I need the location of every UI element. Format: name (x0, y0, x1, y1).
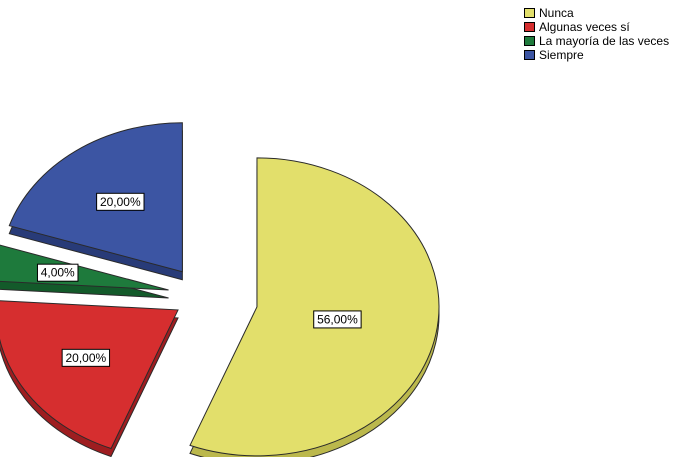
legend-item-nunca: Nunca (524, 6, 669, 20)
legend: Nunca Algunas veces sí La mayoría de las… (524, 6, 669, 62)
data-label-nunca: 56,00% (313, 310, 362, 329)
data-label-text-algunas-veces: 20,00% (65, 351, 106, 365)
pie-slice-algunas-veces (0, 300, 179, 457)
data-label-box-algunas-veces (61, 348, 111, 367)
legend-swatch-algunas-veces (524, 22, 535, 32)
data-label-text-siempre: 20,00% (100, 195, 141, 209)
data-label-box-nunca (313, 310, 362, 329)
data-label-mayoria: 4,00% (36, 263, 79, 282)
legend-label-algunas-veces: Algunas veces sí (539, 20, 630, 34)
data-label-algunas-veces: 20,00% (61, 348, 111, 367)
legend-label-mayoria: La mayoría de las veces (539, 34, 670, 48)
data-label-box-mayoria (36, 263, 79, 282)
data-label-siempre: 20,00% (96, 192, 145, 211)
data-label-box-siempre (96, 192, 145, 211)
legend-item-mayoria: La mayoría de las veces (524, 34, 669, 48)
pie-slice-nunca (189, 157, 440, 457)
legend-item-siempre: Siempre (524, 48, 669, 62)
pie-slice-top-algunas-veces (0, 300, 179, 450)
pie-slice-top-siempre (8, 122, 183, 273)
legend-label-nunca: Nunca (539, 6, 574, 20)
pie-slice-siempre (8, 122, 183, 281)
legend-label-siempre: Siempre (539, 48, 584, 62)
data-label-text-mayoria: 4,00% (41, 266, 75, 280)
legend-item-algunas-veces: Algunas veces sí (524, 20, 669, 34)
legend-swatch-nunca (524, 8, 535, 18)
pie-slice-top-nunca (189, 157, 440, 457)
legend-swatch-siempre (524, 50, 535, 60)
data-label-text-nunca: 56,00% (317, 312, 358, 326)
legend-swatch-mayoria (524, 36, 535, 46)
